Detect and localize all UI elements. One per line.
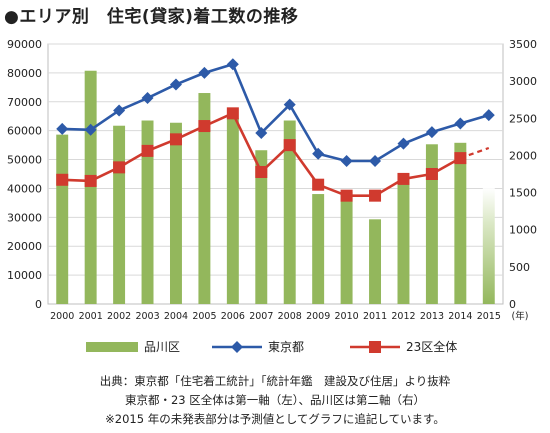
legend-swatch-品川区 <box>86 342 138 352</box>
note-estimate: ※2015 年の未発表部分は予測値としてグラフに追記しています。 <box>105 412 445 426</box>
legend-label: 23区全体 <box>406 339 457 354</box>
bar-品川区 <box>255 150 268 304</box>
x-axis-tick-label: 2015 <box>477 311 501 322</box>
x-axis-tick-label: 2011 <box>363 311 387 322</box>
right-axis-tick-label: 3500 <box>509 38 537 51</box>
left-axis-tick-label: 60000 <box>7 125 42 138</box>
point-東京都 <box>482 109 495 122</box>
point-23区全体 <box>397 172 410 185</box>
point-23区全体 <box>255 165 268 178</box>
x-axis-tick-label: 2012 <box>391 311 415 322</box>
x-axis-tick-label: 2007 <box>249 311 273 322</box>
left-axis-tick-label: 90000 <box>7 38 42 51</box>
bar-品川区 <box>198 93 211 305</box>
point-23区全体 <box>84 174 97 187</box>
x-axis-tick-label: 2009 <box>306 311 330 322</box>
point-東京都 <box>283 98 296 111</box>
bar-品川区 <box>340 191 353 304</box>
note-axes: 東京都・23 区全体は第一軸（左）、品川区は第二軸（右） <box>124 393 426 407</box>
point-23区全体 <box>198 120 211 133</box>
bar-品川区 <box>84 70 97 304</box>
bar-品川区 <box>56 134 69 304</box>
x-axis-tick-label: 2002 <box>107 311 131 322</box>
left-axis-tick-label: 20000 <box>7 240 42 253</box>
x-axis-tick-label: 2004 <box>164 311 188 322</box>
x-axis-tick-label: 2008 <box>278 311 302 322</box>
bar-品川区 <box>169 122 182 304</box>
point-東京都 <box>226 58 239 71</box>
chart-title: ●エリア別 住宅(貸家)着工数の推移 <box>4 7 299 27</box>
point-東京都 <box>255 126 268 139</box>
x-axis-tick-label: 2013 <box>420 311 444 322</box>
bar-品川区 <box>425 144 438 304</box>
point-23区全体 <box>425 168 438 180</box>
point-東京都 <box>369 155 382 167</box>
left-axis-tick-label: 50000 <box>7 154 42 167</box>
bar-品川区 <box>113 125 126 304</box>
x-axis-tick-label: 2003 <box>135 311 159 322</box>
source-notes: 出典：東京都「住宅着工統計」「統計年鑑 建設及び住居」より抜粋 東京都・23 区… <box>0 372 550 429</box>
right-axis-tick-label: 0 <box>509 298 516 311</box>
point-23区全体 <box>369 189 382 202</box>
point-東京都 <box>397 137 410 150</box>
right-axis-tick-label: 2000 <box>509 149 537 162</box>
bar-品川区 <box>141 120 154 304</box>
bar-品川区 <box>482 188 495 304</box>
point-23区全体 <box>312 178 325 191</box>
point-23区全体 <box>141 144 154 157</box>
bar-品川区 <box>454 142 467 304</box>
x-axis-unit-label: (年) <box>512 310 529 322</box>
legend-marker-23区全体 <box>369 341 381 353</box>
right-axis-tick-label: 2500 <box>509 112 537 125</box>
point-東京都 <box>56 122 69 135</box>
left-axis-tick-label: 0 <box>35 298 42 311</box>
x-axis-tick-label: 2014 <box>448 311 472 322</box>
x-axis-tick-label: 2010 <box>335 311 359 322</box>
point-東京都 <box>84 123 97 136</box>
x-axis-tick-label: 2006 <box>221 311 245 322</box>
legend-marker-東京都 <box>231 341 243 353</box>
left-axis-tick-label: 10000 <box>7 269 42 282</box>
chart-svg: 0100002000030000400005000060000700008000… <box>7 38 537 354</box>
bar-品川区 <box>369 219 382 304</box>
x-axis-tick-label: 2000 <box>50 311 74 322</box>
left-axis-tick-label: 80000 <box>7 67 42 80</box>
right-axis-tick-label: 1000 <box>509 224 537 237</box>
bar-品川区 <box>283 120 296 304</box>
legend-label: 品川区 <box>144 340 180 354</box>
point-23区全体 <box>340 189 353 202</box>
legend-label: 東京都 <box>268 340 304 354</box>
point-東京都 <box>169 78 182 91</box>
point-東京都 <box>198 66 211 79</box>
point-23区全体 <box>283 139 296 152</box>
point-23区全体 <box>113 161 126 174</box>
point-東京都 <box>454 117 467 130</box>
bar-品川区 <box>397 184 410 304</box>
point-23区全体 <box>169 133 182 146</box>
point-23区全体 <box>56 173 69 186</box>
left-axis-tick-label: 40000 <box>7 182 42 195</box>
point-東京都 <box>425 126 438 139</box>
bar-品川区 <box>226 118 239 305</box>
point-東京都 <box>312 147 325 160</box>
point-東京都 <box>113 104 126 117</box>
left-axis-tick-label: 30000 <box>7 211 42 224</box>
right-axis-tick-label: 1500 <box>509 187 537 200</box>
note-source: 出典：東京都「住宅着工統計」「統計年鑑 建設及び住居」より抜粋 <box>99 374 451 388</box>
point-23区全体 <box>226 107 239 120</box>
x-axis-tick-label: 2005 <box>192 311 216 322</box>
left-axis-tick-label: 70000 <box>7 96 42 109</box>
line-東京都 <box>62 62 490 163</box>
bar-品川区 <box>312 194 325 304</box>
point-23区全体 <box>454 152 467 165</box>
right-axis-tick-label: 500 <box>509 261 530 274</box>
x-axis-tick-label: 2001 <box>79 311 103 322</box>
right-axis-tick-label: 3000 <box>509 75 537 88</box>
point-東京都 <box>340 155 353 167</box>
point-東京都 <box>141 92 154 105</box>
